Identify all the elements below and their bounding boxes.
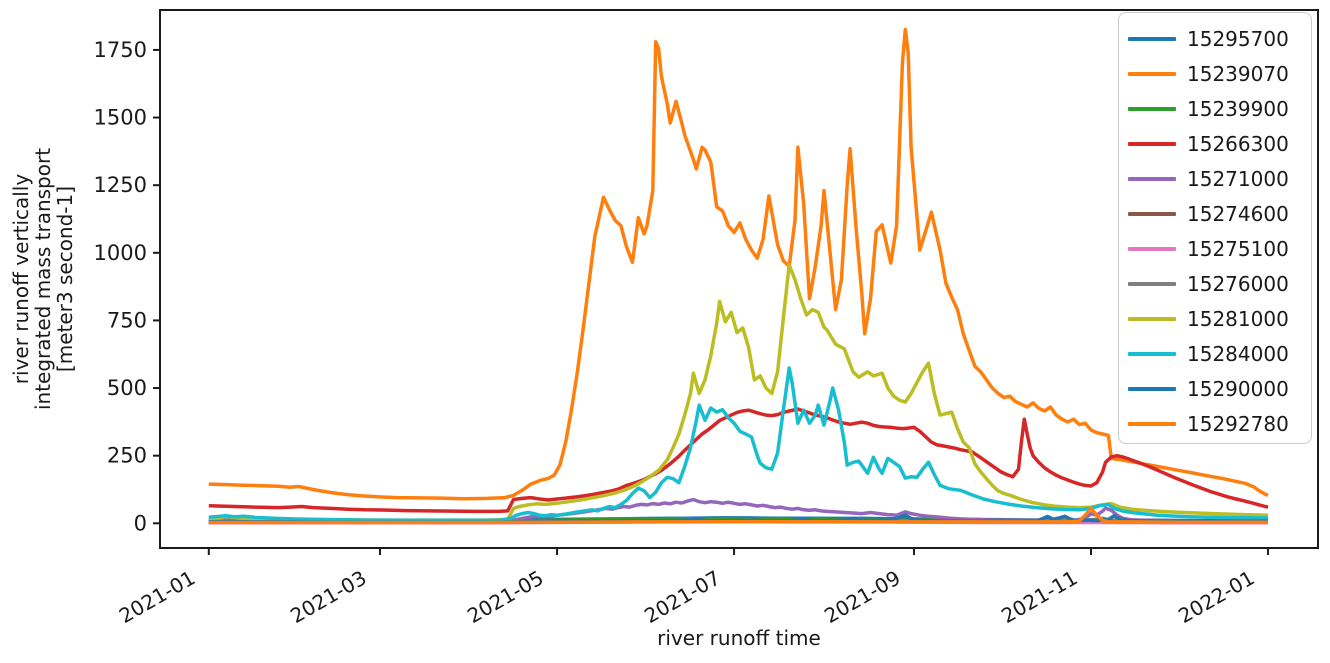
legend-item: 15239900: [1119, 91, 1311, 126]
legend-label: 15284000: [1187, 341, 1289, 366]
legend-label: 15292780: [1187, 411, 1289, 436]
legend-line-swatch: [1128, 176, 1176, 181]
legend-label: 15239900: [1187, 96, 1289, 121]
y-tick-label: 0: [134, 511, 147, 535]
x-tick-label: 2021-05: [463, 566, 547, 629]
legend-label: 15275100: [1187, 236, 1289, 261]
legend-line-swatch: [1128, 421, 1176, 426]
plot-border: [159, 9, 1319, 549]
x-tick-label: 2021-07: [640, 566, 724, 629]
legend-line-swatch: [1128, 316, 1176, 321]
legend-line-swatch: [1128, 36, 1176, 41]
legend-item: 15274600: [1119, 196, 1311, 231]
legend-item: 15284000: [1119, 336, 1311, 371]
legend-item: 15275100: [1119, 231, 1311, 266]
legend-line-swatch: [1128, 141, 1176, 146]
series-line-15266300: [208, 407, 1269, 514]
legend-item: 15271000: [1119, 161, 1311, 196]
legend-label: 15281000: [1187, 306, 1289, 331]
legend-label: 15271000: [1187, 166, 1289, 191]
x-tick-label: 2021-03: [286, 566, 370, 629]
legend-label: 15276000: [1187, 271, 1289, 296]
legend-line-swatch: [1128, 386, 1176, 391]
legend-item: 15266300: [1119, 126, 1311, 161]
y-tick-label: 750: [107, 308, 147, 332]
x-tick-label: 2021-01: [115, 566, 199, 629]
legend-label: 15266300: [1187, 131, 1289, 156]
legend-item: 15281000: [1119, 301, 1311, 336]
legend-label: 15295700: [1187, 26, 1289, 51]
y-tick-label: 500: [107, 376, 147, 400]
series-line-15281000: [208, 263, 1269, 522]
legend-item: 15276000: [1119, 266, 1311, 301]
y-tick-label: 1750: [94, 38, 147, 62]
legend-label: 15274600: [1187, 201, 1289, 226]
legend-item: 15292780: [1119, 406, 1311, 441]
legend: 15295700 15239070 15239900 15266300 15271000…: [1118, 12, 1312, 444]
legend-line-swatch: [1128, 351, 1176, 356]
series-line-15292780: [208, 506, 1268, 525]
series-line-15284000: [208, 366, 1268, 523]
x-tick-label: 2021-11: [997, 566, 1081, 629]
y-tick-label: 1500: [94, 106, 147, 130]
legend-item: 15290000: [1119, 371, 1311, 406]
legend-label: 15290000: [1187, 376, 1289, 401]
y-axis-label-line3: [meter3 second-1]: [53, 185, 77, 373]
legend-label: 15239070: [1187, 61, 1289, 86]
y-tick-label: 1000: [94, 241, 147, 265]
legend-line-swatch: [1128, 71, 1176, 76]
y-axis-label-line1: river runoff vertically: [9, 173, 33, 385]
legend-line-swatch: [1128, 246, 1176, 251]
x-tick-label: 2021-09: [820, 566, 904, 629]
x-axis-label: river runoff time: [657, 626, 821, 650]
legend-line-swatch: [1128, 211, 1176, 216]
legend-line-swatch: [1128, 106, 1176, 111]
legend-line-swatch: [1128, 281, 1176, 286]
y-tick-label: 1250: [94, 173, 147, 197]
y-axis-label-line2: integrated mass transport: [31, 147, 55, 411]
x-tick-label: 2022-01: [1174, 566, 1258, 629]
y-tick-label: 250: [107, 444, 147, 468]
legend-item: 15239070: [1119, 56, 1311, 91]
series-line-15239070: [208, 27, 1269, 501]
legend-item: 15295700: [1119, 21, 1311, 56]
